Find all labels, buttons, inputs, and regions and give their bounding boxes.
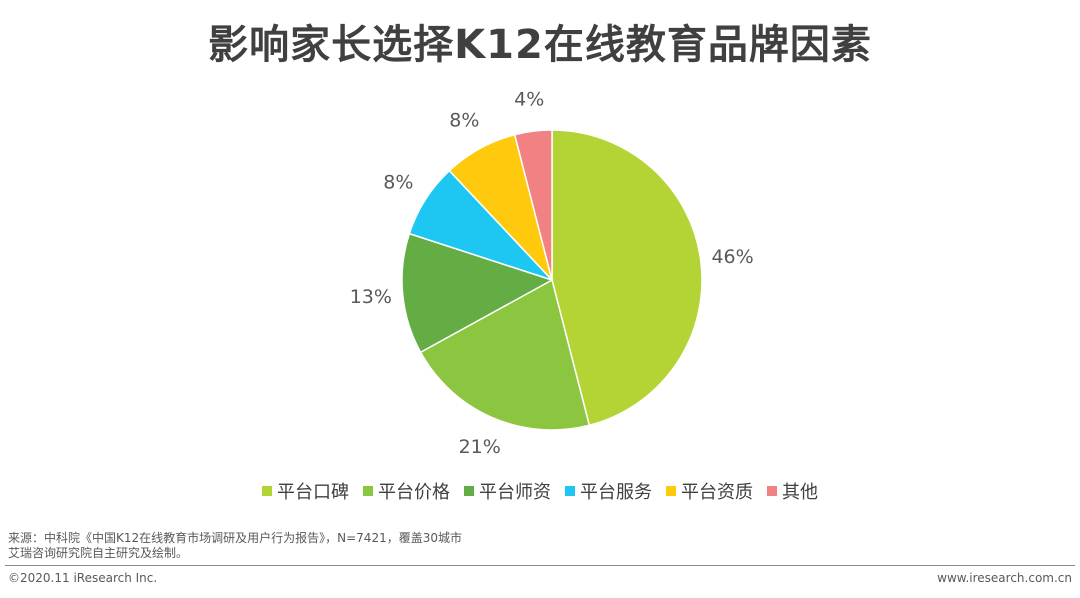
legend-label: 平台资质 <box>681 482 753 503</box>
source-line-2: 艾瑞咨询研究院自主研究及绘制。 <box>8 546 189 560</box>
source-note: 来源：中科院《中国K12在线教育市场调研及用户行为报告》，N=7421，覆盖30… <box>8 531 462 561</box>
pie-slice-2 <box>419 278 591 431</box>
legend-swatch <box>262 486 272 496</box>
pie-chart: 46% 21% 13% 8% 8% 4% <box>350 88 754 458</box>
legend-item: 平台服务 <box>565 478 652 504</box>
legend-swatch <box>666 486 676 496</box>
slice-value-label: 21% <box>459 436 501 458</box>
source-line-1: 来源：中科院《中国K12在线教育市场调研及用户行为报告》，N=7421，覆盖30… <box>8 531 462 545</box>
pie-slice-1 <box>551 129 703 427</box>
legend-label: 平台价格 <box>378 482 450 503</box>
legend-item: 平台师资 <box>464 478 551 504</box>
slice-value-label: 8% <box>383 171 413 193</box>
slice-value-label: 13% <box>350 286 392 308</box>
slice-value-label: 8% <box>449 110 479 132</box>
chart-legend: 平台口碑 平台价格 平台师资 平台服务 平台资质 其他 <box>0 478 1080 504</box>
legend-label: 平台口碑 <box>277 482 349 503</box>
legend-swatch <box>464 486 474 496</box>
chart-title: 影响家长选择K12在线教育品牌因素 <box>208 22 872 68</box>
legend-swatch <box>363 486 373 496</box>
legend-label: 平台服务 <box>580 482 652 503</box>
legend-swatch <box>565 486 575 496</box>
slice-value-label: 46% <box>711 246 753 268</box>
legend-label: 平台师资 <box>479 482 551 503</box>
legend-item: 平台资质 <box>666 478 753 504</box>
legend-item: 平台价格 <box>363 478 450 504</box>
website-link[interactable]: www.iresearch.com.cn <box>937 571 1072 585</box>
pie-slice-6 <box>513 129 553 281</box>
pie-slice-3 <box>401 232 554 354</box>
legend-label: 其他 <box>782 482 818 503</box>
pie-labels: 46% 21% 13% 8% 8% 4% <box>350 88 754 458</box>
legend-item: 平台口碑 <box>262 478 349 504</box>
copyright: ©2020.11 iResearch Inc. <box>8 571 158 585</box>
footer-divider <box>5 565 1075 566</box>
pie-slices <box>401 129 703 431</box>
legend-item: 其他 <box>767 478 818 504</box>
legend-swatch <box>767 486 777 496</box>
slice-value-label: 4% <box>514 88 544 110</box>
